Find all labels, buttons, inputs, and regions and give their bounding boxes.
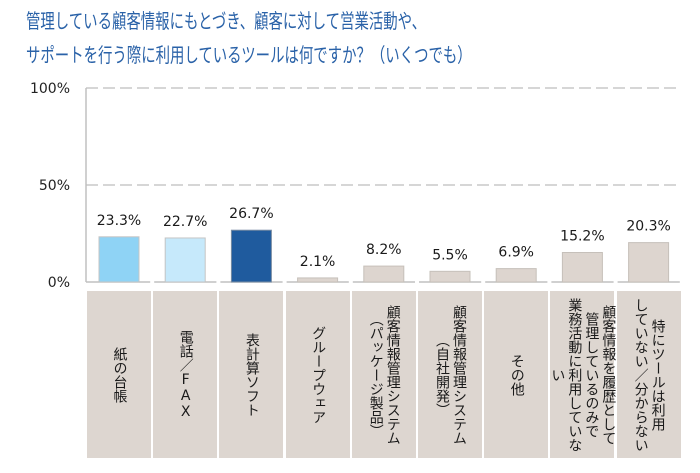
category-box: 顧客情報管理システム （自社開発） [418, 291, 482, 458]
bar-chart: 0% 50% 100% 23.3% 22.7% 26.7% 2.1% 8.2% 5.5% 6.9%… [30, 81, 680, 290]
data-label: 20.3% [626, 219, 670, 235]
category-label: 顧客情報管理システム （パッケージ製品） [367, 304, 401, 445]
y-tick-label: 100% [30, 81, 70, 97]
category-box: 表計算ソフト [219, 291, 284, 458]
bar [429, 270, 471, 283]
category-box: 顧客情報管理システム （パッケージ製品） [351, 291, 416, 458]
data-label: 22.7% [163, 214, 207, 230]
bar [164, 237, 206, 283]
category-box: 特にツールは利用 していない／分からない [616, 291, 681, 458]
bar [297, 277, 339, 283]
bar [628, 242, 670, 283]
bar [230, 229, 272, 283]
y-tick-label: 0% [48, 275, 70, 290]
category-label: 紙の台帳 [111, 346, 128, 403]
category-box: その他 [484, 291, 549, 458]
data-label: 6.9% [498, 245, 534, 261]
data-label: 15.2% [560, 229, 604, 245]
data-label: 23.3% [97, 213, 141, 229]
category-label: その他 [508, 353, 525, 396]
bar [561, 252, 603, 283]
data-label: 5.5% [432, 247, 468, 263]
category-label: 特にツールは利用 していない／分からない [632, 297, 666, 452]
chart-title-line-1: 管理している顧客情報にもとづき、顧客に対して営業活動や、 [26, 9, 427, 33]
bar [363, 265, 405, 283]
category-box: 紙の台帳 [87, 291, 151, 458]
data-label: 8.2% [366, 242, 402, 258]
category-box: 顧客情報を履歴として 管理しているのみで 業務活動に利用していない [549, 291, 617, 458]
category-label: 表計算ソフト [243, 332, 260, 417]
category-box: グループウェア [285, 291, 350, 458]
bar [495, 268, 537, 283]
y-tick-label: 50% [39, 178, 70, 194]
bar [98, 236, 140, 283]
category-label: 電話／FAX [177, 329, 194, 420]
category-label: 顧客情報管理システム （自社開発） [434, 304, 467, 445]
category-label: グループウェア [310, 325, 327, 424]
category-label: 顧客情報を履歴として 管理しているのみで 業務活動に利用していない [549, 297, 617, 452]
category-box: 電話／FAX [153, 291, 218, 458]
data-label: 2.1% [300, 254, 336, 270]
chart-title-line-2: サポートを行う際に利用しているツールは何ですか？（いくつでも） [26, 43, 472, 67]
data-label: 26.7% [229, 206, 273, 222]
